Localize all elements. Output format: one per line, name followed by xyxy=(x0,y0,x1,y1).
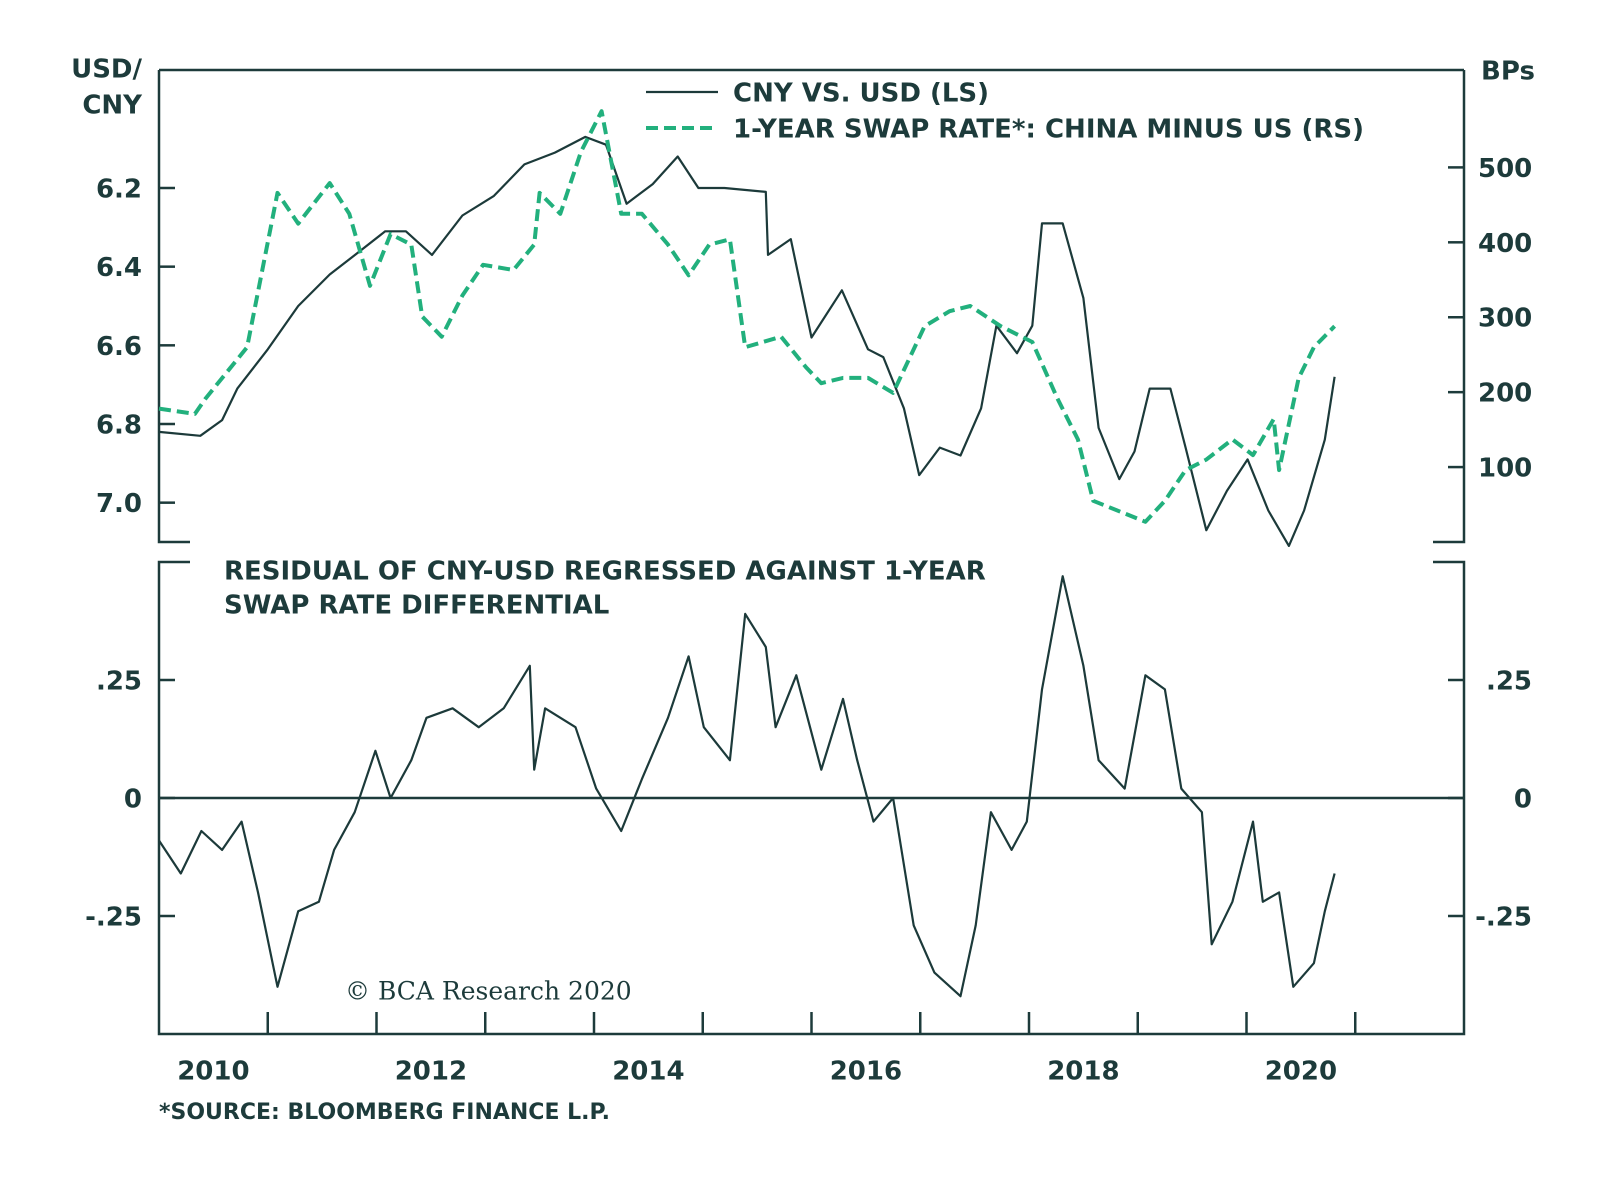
y-axis-title: USD/ xyxy=(71,55,142,85)
x-tick-label: 2010 xyxy=(177,1057,249,1087)
x-tick-label: 2018 xyxy=(1047,1057,1119,1087)
series-line xyxy=(158,135,1336,547)
y-tick-label: 6.2 xyxy=(96,175,142,205)
y2-tick-label: 300 xyxy=(1478,304,1532,334)
y-tick-label: 0 xyxy=(124,785,142,815)
y-tick-label: -.25 xyxy=(85,903,142,933)
series-line xyxy=(158,575,1336,998)
x-tick-label: 2014 xyxy=(612,1057,684,1087)
y2-tick-label: 100 xyxy=(1478,454,1532,484)
copyright: © BCA Research 2020 xyxy=(345,977,632,1006)
x-tick-label: 2012 xyxy=(395,1057,467,1087)
y-axis-title: CNY xyxy=(82,91,143,121)
y2-tick-label: 400 xyxy=(1478,229,1532,259)
top-frame xyxy=(157,68,1466,544)
y-tick-label-right: .25 xyxy=(1486,667,1532,697)
y2-tick-label: 200 xyxy=(1478,379,1532,409)
legend-label: 1-YEAR SWAP RATE*: CHINA MINUS US (RS) xyxy=(733,115,1364,145)
y-tick-label: .25 xyxy=(96,667,142,697)
x-tick-label: 2020 xyxy=(1265,1057,1337,1087)
panel-title: SWAP RATE DIFFERENTIAL xyxy=(224,591,609,621)
y-tick-label: 6.8 xyxy=(96,411,142,441)
y2-tick-label: 500 xyxy=(1478,154,1532,184)
y-tick-label: 7.0 xyxy=(96,489,142,519)
y-tick-label: 6.4 xyxy=(96,253,142,283)
legend-label: CNY VS. USD (LS) xyxy=(733,79,989,109)
x-tick-label: 2016 xyxy=(830,1057,902,1087)
y2-axis-title: BPs xyxy=(1481,57,1535,87)
series-line xyxy=(158,109,1337,524)
y-tick-label-right: -.25 xyxy=(1475,903,1532,933)
panel-title: RESIDUAL OF CNY-USD REGRESSED AGAINST 1-… xyxy=(224,557,986,587)
source-note: *SOURCE: BLOOMBERG FINANCE L.P. xyxy=(159,1100,610,1125)
y-tick-label: 6.6 xyxy=(96,332,142,362)
y-tick-label-right: 0 xyxy=(1514,785,1532,815)
